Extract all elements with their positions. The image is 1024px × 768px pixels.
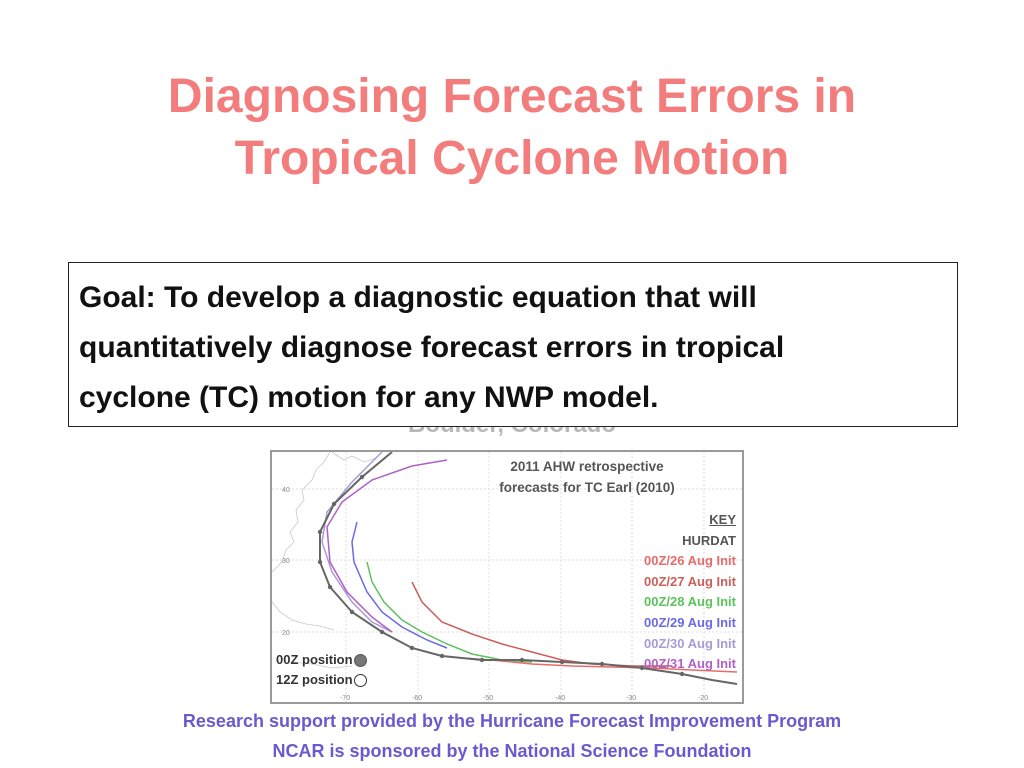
key-item-00z29: 00Z/29 Aug Init [644,614,736,630]
lon-label-50: -50 [483,695,493,702]
position-legend: 00Z position 12Z position [276,650,367,690]
key-item-00z31: 00Z/31 Aug Init [644,656,736,672]
track-map: 40 30 20 -70 -60 -50 -40 -30 -20 [272,452,742,702]
goal-box: Goal: To develop a diagnostic equation t… [68,262,958,427]
lat-label-20: 20 [282,630,290,637]
lon-label-30: -30 [626,695,636,702]
goal-line-2: quantitatively diagnose forecast errors … [79,331,785,364]
track-hurdat [319,452,738,685]
title-line-2: Tropical Cyclone Motion [234,132,790,185]
track-00z28 [366,561,533,663]
footer: Research support provided by the Hurrica… [0,706,1024,766]
key-item-00z26: 00Z/26 Aug Init [644,553,736,569]
track-00z30 [321,452,393,633]
goal-line-3: cyclone (TC) motion for any NWP model. [79,381,659,414]
pos-00z-label: 00Z position [276,652,353,667]
footer-line-1: Research support provided by the Hurrica… [182,711,842,731]
goal-line-1: Goal: To develop a diagnostic equation t… [79,281,757,314]
lon-label-20: -20 [698,695,708,702]
figure-title: 2011 AHW retrospective forecasts for TC … [472,456,702,498]
key-header: KEY [709,512,736,527]
hurdat-points [317,474,685,677]
key-item-00z28: 00Z/28 Aug Init [644,594,736,610]
open-circle-icon [353,673,367,687]
coastline [272,452,377,669]
filled-circle-icon [353,653,367,667]
lon-label-70: -70 [340,695,350,702]
track-00z31 [326,459,448,633]
track-forecast-figure: 40 30 20 -70 -60 -50 -40 -30 -20 [270,450,744,704]
figure-title-line-1: 2011 AHW retrospective [510,459,664,474]
figure-key: KEY HURDAT 00Z/26 Aug Init 00Z/27 Aug In… [644,510,736,675]
key-hurdat: HURDAT [682,532,736,548]
slide-title: Diagnosing Forecast Errors in Tropical C… [0,66,1024,190]
track-00z27 [411,581,672,667]
lon-label-40: -40 [555,695,565,702]
track-00z29 [351,521,448,649]
title-line-1: Diagnosing Forecast Errors in [167,70,857,123]
key-item-00z30: 00Z/30 Aug Init [644,635,736,651]
pos-12z-label: 12Z position [276,672,353,687]
lon-label-60: -60 [412,695,422,702]
lat-label-30: 30 [282,558,290,565]
figure-title-line-2: forecasts for TC Earl (2010) [499,480,675,495]
key-item-00z27: 00Z/27 Aug Init [644,573,736,589]
lat-label-40: 40 [282,487,290,494]
footer-line-2: NCAR is sponsored by the National Scienc… [272,741,752,761]
